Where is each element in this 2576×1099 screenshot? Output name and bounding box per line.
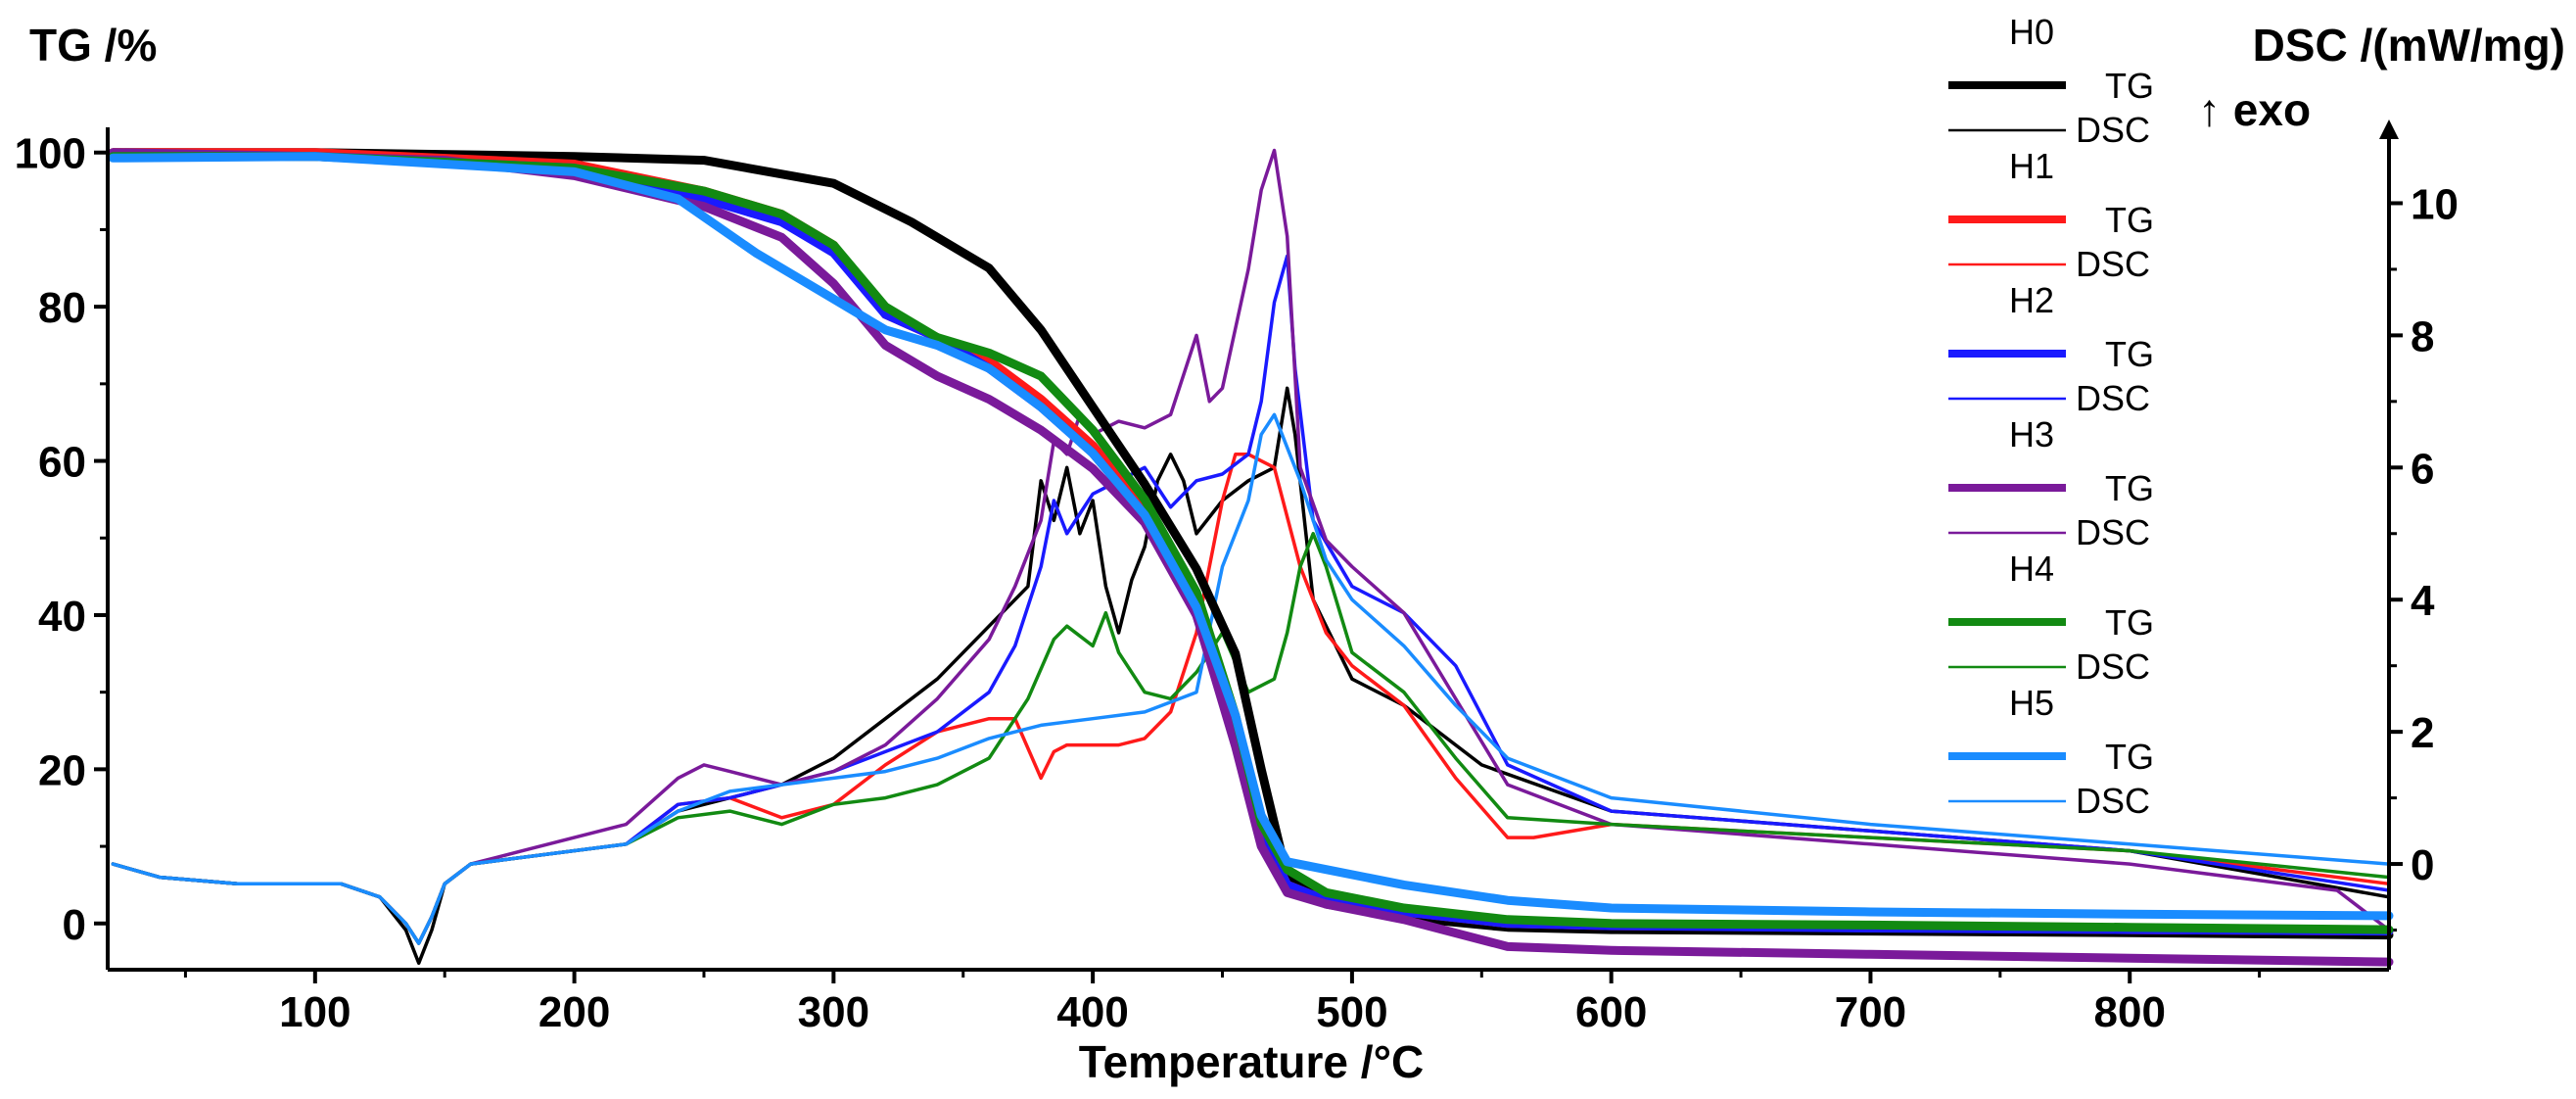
y-right-tick-label: 8 (2411, 312, 2434, 360)
legend-tg-label: TG (2105, 737, 2154, 777)
y-left-tick-label: 0 (63, 901, 86, 949)
legend-tg-label: TG (2105, 200, 2154, 240)
axis-ticks: 100 200 300 400 500 600 700 800 0 20 40 60 80 100 0 2 4 6… (15, 130, 2459, 1036)
series-line-h5-dsc (111, 412, 2391, 945)
legend-sample-label: H2 (2009, 280, 2054, 320)
y-left-tick-label: 60 (38, 439, 86, 487)
right-axis-title: DSC /(mW/mg) (2253, 20, 2565, 71)
y-right-tick-label: 10 (2411, 180, 2459, 228)
legend-tg-label: TG (2105, 66, 2154, 106)
x-tick-label: 200 (539, 988, 610, 1036)
x-tick-label: 400 (1056, 988, 1128, 1036)
series-layer (108, 148, 2394, 967)
legend-dsc-label: DSC (2076, 646, 2150, 687)
y-right-tick-label: 4 (2411, 577, 2435, 625)
legend-tg-label: TG (2105, 468, 2154, 508)
legend-dsc-label: DSC (2076, 378, 2150, 418)
y-left-tick-label: 20 (38, 746, 86, 794)
legend-sample-label: H1 (2009, 146, 2054, 186)
legend-tg-label: TG (2105, 602, 2154, 643)
x-axis-title: Temperature /°C (1079, 1036, 1424, 1087)
exo-direction-note: ↑ exo (2198, 84, 2311, 135)
legend-sample-label: H5 (2009, 683, 2054, 723)
legend-dsc-label: DSC (2076, 110, 2150, 150)
y-right-tick-label: 2 (2411, 709, 2434, 757)
x-tick-label: 700 (1835, 988, 1906, 1036)
legend-sample-label: H4 (2009, 549, 2054, 589)
left-axis-title: TG /% (29, 20, 157, 71)
axes-frame (106, 119, 2399, 972)
x-tick-label: 500 (1316, 988, 1387, 1036)
series-line-h2-dsc (111, 254, 2391, 945)
series-line-h3-dsc (111, 148, 2391, 945)
x-tick-label: 300 (798, 988, 869, 1036)
legend-dsc-label: DSC (2076, 512, 2150, 552)
series-line-h5-tg (108, 152, 2394, 921)
legend-tg-label: TG (2105, 334, 2154, 374)
legend-dsc-label: DSC (2076, 244, 2150, 284)
x-tick-label: 800 (2094, 988, 2166, 1036)
legend-sample-label: H3 (2009, 414, 2054, 454)
y-left-tick-label: 40 (38, 593, 86, 641)
series-line-h4-tg (108, 152, 2394, 934)
y-right-tick-label: 0 (2411, 841, 2434, 889)
x-tick-label: 600 (1575, 988, 1647, 1036)
legend-dsc-label: DSC (2076, 781, 2150, 821)
right-axis-arrow (2379, 119, 2399, 139)
y-left-tick-label: 100 (15, 130, 86, 178)
x-tick-label: 100 (279, 988, 351, 1036)
y-right-tick-label: 6 (2411, 445, 2434, 493)
legend: H0TGDSCH1TGDSCH2TGDSCH3TGDSCH4TGDSCH5TGD… (1948, 12, 2154, 821)
y-left-tick-label: 80 (38, 284, 86, 332)
legend-sample-label: H0 (2009, 12, 2054, 52)
series-line-h0-dsc (111, 386, 2391, 966)
